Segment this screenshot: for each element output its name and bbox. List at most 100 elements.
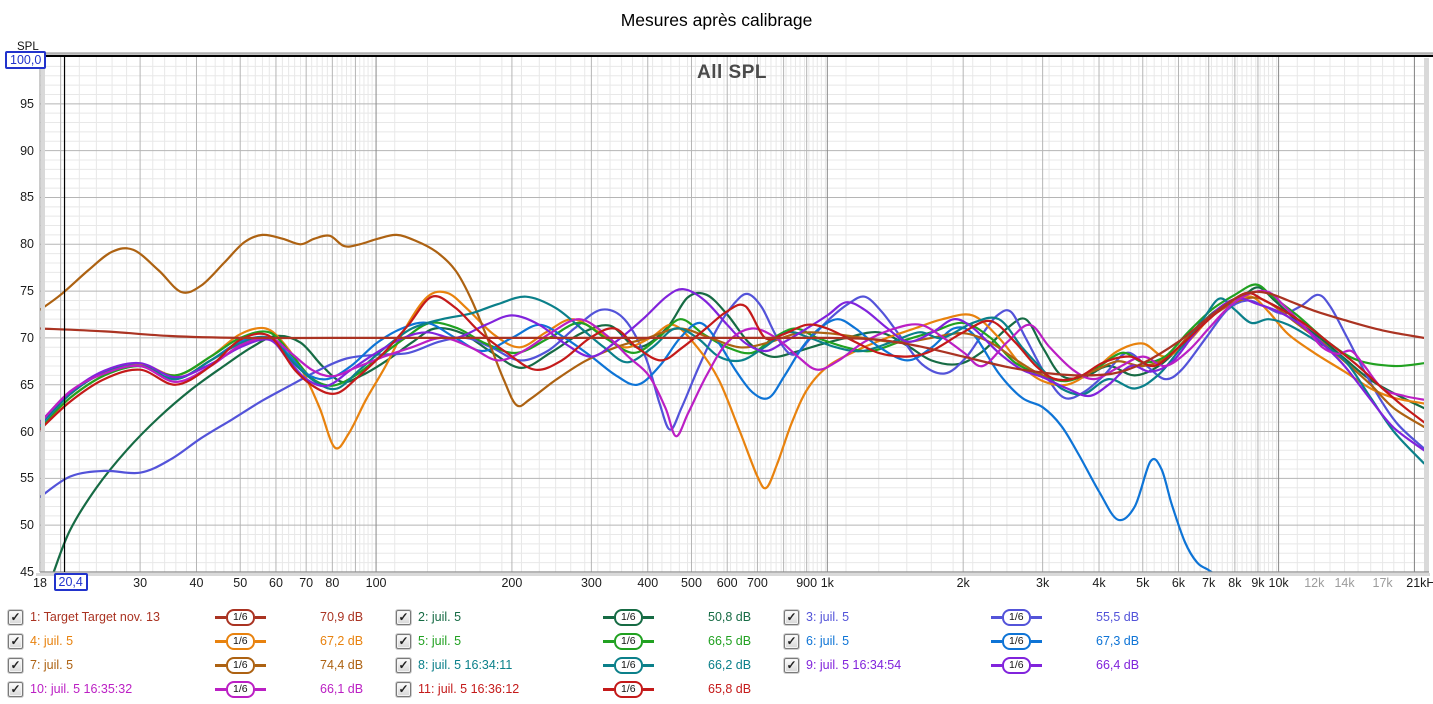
legend-item-6: ✓ 6: juil. 5 1/6 67,3 dB	[784, 630, 1172, 652]
x-tick-label: 18	[33, 576, 47, 590]
legend-item-value: 66,4 dB	[1096, 658, 1140, 672]
y-tick-label: 70	[20, 330, 34, 345]
y-tick-label: 90	[20, 143, 34, 158]
legend-checkbox[interactable]: ✓	[8, 657, 23, 673]
legend-item-value: 67,2 dB	[320, 634, 364, 648]
legend-item-3: ✓ 3: juil. 5 1/6 55,5 dB	[784, 606, 1172, 628]
x-tick-label: 700	[746, 576, 768, 590]
badge-line	[254, 639, 266, 643]
legend-item-label[interactable]: 5: juil. 5	[418, 634, 462, 648]
y-tick-label: 65	[20, 377, 34, 392]
x-tick-label: 200	[501, 576, 523, 590]
smoothing-badge[interactable]: 1/6	[603, 680, 665, 698]
legend-item-8: ✓ 8: juil. 5 16:34:11 1/6 66,2 dB	[396, 654, 784, 676]
legend-checkbox[interactable]: ✓	[8, 633, 23, 649]
badge-line	[642, 663, 654, 667]
smoothing-value: 1/6	[226, 608, 255, 626]
plot-background	[40, 57, 1424, 572]
grid-minor	[40, 57, 1424, 572]
legend-item-label[interactable]: 11: juil. 5 16:36:12	[418, 682, 520, 696]
legend-item-label[interactable]: 3: juil. 5	[806, 610, 850, 624]
smoothing-badge[interactable]: 1/6	[215, 608, 277, 626]
y-tick-label: 45	[20, 565, 34, 579]
legend-checkbox[interactable]: ✓	[784, 609, 799, 625]
x-tick-label: 70	[299, 576, 314, 590]
badge-line	[215, 687, 226, 691]
legend-item-value: 65,8 dB	[708, 682, 752, 696]
legend-item-label[interactable]: 2: juil. 5	[418, 610, 462, 624]
badge-line	[991, 663, 1002, 667]
legend-item-10: ✓ 10: juil. 5 16:35:32 1/6 66,1 dB	[8, 678, 396, 700]
legend-checkbox[interactable]: ✓	[396, 633, 411, 649]
badge-line	[603, 639, 614, 643]
badge-line	[215, 663, 226, 667]
legend-item-label[interactable]: 9: juil. 5 16:34:54	[806, 658, 902, 672]
badge-line	[254, 663, 266, 667]
smoothing-badge[interactable]: 1/6	[991, 632, 1053, 650]
y-tick-label: 85	[20, 190, 34, 205]
legend-item-value: 74,4 dB	[320, 658, 364, 672]
x-tick-label: 3k	[1036, 576, 1050, 590]
legend-checkbox[interactable]: ✓	[784, 657, 799, 673]
x-tick-label: 400	[637, 576, 659, 590]
legend-checkbox[interactable]: ✓	[396, 657, 411, 673]
x-tick-label: 4k	[1092, 576, 1106, 590]
x-tick-label: 900	[796, 576, 818, 590]
legend-checkbox[interactable]: ✓	[8, 681, 23, 697]
smoothing-badge[interactable]: 1/6	[603, 608, 665, 626]
badge-line	[1030, 663, 1042, 667]
legend-item-label[interactable]: 6: juil. 5	[806, 634, 850, 648]
badge-line	[642, 615, 654, 619]
legend-checkbox[interactable]: ✓	[396, 609, 411, 625]
smoothing-value: 1/6	[226, 656, 255, 674]
x-tick-label: 500	[681, 576, 702, 590]
legend-item-1: ✓ 1: Target Target nov. 13 1/6 70,9 dB	[8, 606, 396, 628]
smoothing-badge[interactable]: 1/6	[215, 680, 277, 698]
spl-axis-label: SPL	[17, 41, 39, 53]
x-tick-label: 17k	[1372, 576, 1393, 590]
x-tick-label: 40	[189, 576, 204, 590]
smoothing-badge[interactable]: 1/6	[603, 656, 665, 674]
badge-line	[254, 615, 266, 619]
x-tick-label: 8k	[1228, 576, 1242, 590]
legend-checkbox[interactable]: ✓	[396, 681, 411, 697]
x-tick-label: 6k	[1171, 576, 1186, 590]
legend-item-label[interactable]: 1: Target Target nov. 13	[30, 610, 160, 624]
legend-item-label[interactable]: 4: juil. 5	[30, 634, 74, 648]
x-tick-label: 7k	[1202, 576, 1216, 590]
smoothing-badge[interactable]: 1/6	[991, 608, 1053, 626]
legend: ✓ 1: Target Target nov. 13 1/6 70,9 dB ✓ 2: j…	[8, 606, 1172, 700]
legend-item-label[interactable]: 7: juil. 5	[30, 658, 74, 672]
x-tick-label: 300	[580, 576, 602, 590]
legend-item-label[interactable]: 8: juil. 5 16:34:11	[418, 658, 513, 672]
badge-line	[1030, 615, 1042, 619]
legend-item-value: 66,1 dB	[320, 682, 364, 696]
legend-item-value: 50,8 dB	[708, 610, 752, 624]
x-tick-label: 2k	[956, 576, 970, 590]
legend-checkbox[interactable]: ✓	[8, 609, 23, 625]
y-tick-label: 60	[20, 424, 34, 439]
badge-line	[254, 687, 266, 691]
x-tick-label: 10k	[1268, 576, 1289, 590]
smoothing-badge[interactable]: 1/6	[215, 656, 277, 674]
legend-item-label[interactable]: 10: juil. 5 16:35:32	[30, 682, 133, 696]
y-tick-label: 55	[20, 471, 34, 486]
legend-checkbox[interactable]: ✓	[784, 633, 799, 649]
x-tick-label: 60	[269, 576, 283, 590]
smoothing-badge[interactable]: 1/6	[215, 632, 277, 650]
smoothing-badge[interactable]: 1/6	[991, 656, 1053, 674]
x-tick-label: 14k	[1334, 576, 1355, 590]
x-tick-label: 50	[233, 576, 248, 590]
x-tick-label: 100	[365, 576, 387, 590]
smoothing-badge[interactable]: 1/6	[603, 632, 665, 650]
plot-left-edge	[41, 58, 45, 572]
x-tick-label: 1k	[820, 576, 834, 590]
cursor-frequency-readout: 20,4	[53, 573, 88, 591]
smoothing-value: 1/6	[614, 680, 643, 698]
badge-line	[991, 615, 1002, 619]
legend-item-value: 66,5 dB	[708, 634, 752, 648]
smoothing-value: 1/6	[614, 608, 643, 626]
plot-bottom-edge	[36, 573, 1430, 576]
cursor-spl-readout: 100,0	[5, 51, 47, 69]
